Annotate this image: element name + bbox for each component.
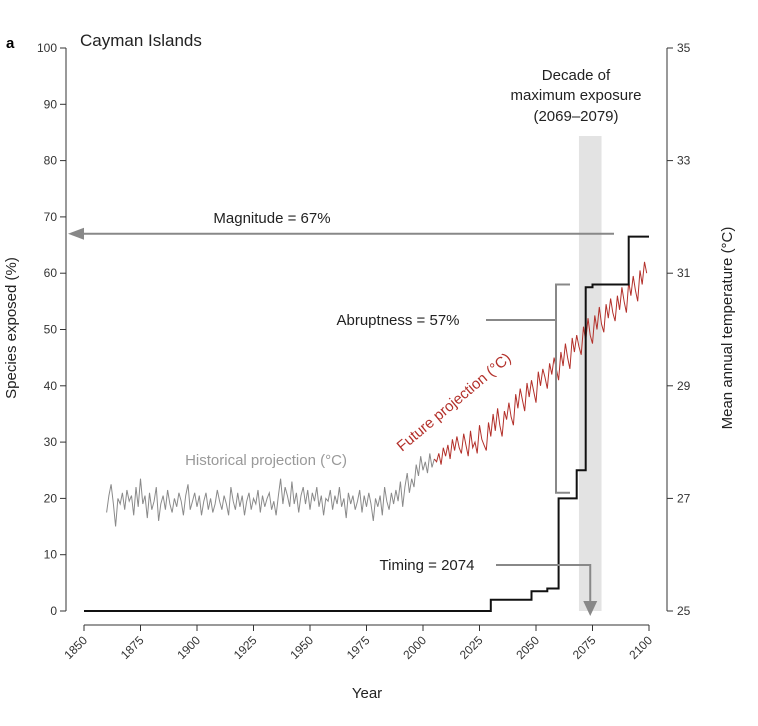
future-series-line [433,261,648,465]
x-tick-label: 2100 [626,633,655,662]
abruptness-bracket [555,283,570,494]
x-tick-label: 2000 [400,633,429,662]
y-left-tick-label: 30 [44,435,58,449]
x-tick-label: 2075 [570,633,599,662]
magnitude-arrowhead [68,227,84,240]
y-left-tick-label: 100 [37,41,57,55]
panel-label: a [6,35,15,52]
x-tick-label: 2025 [457,633,486,662]
y-right-tick-label: 27 [677,491,691,505]
y-axis-right-title: Mean annual temperature (°C) [719,227,736,430]
y-right-tick-label: 29 [677,379,691,393]
magnitude-annotation: Magnitude = 67% [68,210,614,240]
y-left-tick-label: 50 [44,323,58,337]
timing-label: Timing = 2074 [380,557,475,574]
abruptness-label: Abruptness = 57% [337,312,460,329]
x-tick-label: 1975 [344,633,373,662]
timing-arrowhead [583,601,598,616]
x-axis-title: Year [352,685,382,702]
y-left-tick-label: 70 [44,210,58,224]
historical-projection-label: Historical projection (°C) [185,452,347,469]
historical-series-line [106,453,435,527]
y-right-tick-label: 25 [677,604,691,618]
y-left-tick-label: 0 [50,604,57,618]
band-label-line-2: maximum exposure [511,87,642,104]
max-exposure-band [578,136,602,611]
timing-arrow-line [496,564,592,603]
band-label-line-3: (2069–2079) [533,108,618,125]
x-tick-label: 1850 [61,633,90,662]
x-tick-label: 1900 [174,633,203,662]
y-axis-left-title: Species exposed (%) [3,257,20,399]
band-label-line-1: Decade of [542,67,611,84]
y-left-tick-label: 10 [44,548,58,562]
y-right-tick-label: 35 [677,41,691,55]
magnitude-label: Magnitude = 67% [213,210,330,227]
y-left-tick-label: 40 [44,379,58,393]
y-left-tick-label: 80 [44,154,58,168]
x-tick-label: 1925 [231,633,260,662]
x-tick-label: 2050 [513,633,542,662]
y-left-tick-label: 20 [44,491,58,505]
timing-annotation: Timing = 2074 [380,557,598,616]
y-right-tick-label: 31 [677,266,691,280]
future-projection-label: Future projection (°C) [394,350,515,455]
y-left-tick-label: 60 [44,266,58,280]
y-left-tick-label: 90 [44,97,58,111]
x-tick-label: 1875 [118,633,147,662]
exposure-step-line [84,235,649,612]
y-right-tick-label: 33 [677,154,691,168]
abruptness-annotation: Abruptness = 57% [337,283,570,494]
chart-title: Cayman Islands [80,31,202,50]
x-tick-label: 1950 [287,633,316,662]
